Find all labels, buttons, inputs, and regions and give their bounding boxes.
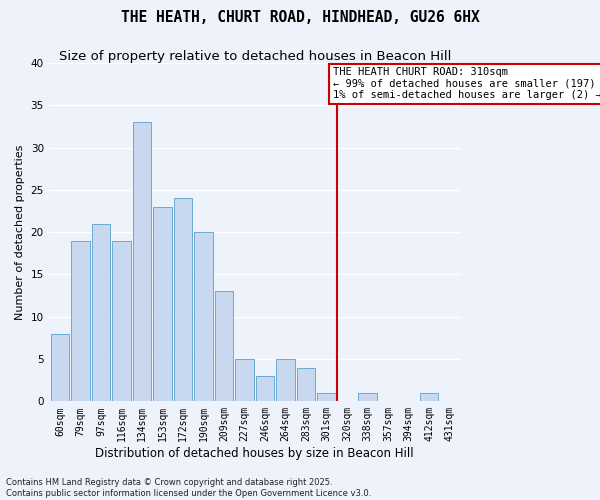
- Bar: [297, 368, 315, 402]
- Bar: [71, 240, 89, 402]
- Bar: [215, 292, 233, 402]
- Bar: [420, 393, 438, 402]
- Y-axis label: Number of detached properties: Number of detached properties: [15, 144, 25, 320]
- Bar: [256, 376, 274, 402]
- Bar: [92, 224, 110, 402]
- Bar: [133, 122, 151, 402]
- Bar: [235, 359, 254, 402]
- Text: THE HEATH, CHURT ROAD, HINDHEAD, GU26 6HX: THE HEATH, CHURT ROAD, HINDHEAD, GU26 6H…: [121, 10, 479, 25]
- Bar: [317, 393, 336, 402]
- Text: Contains HM Land Registry data © Crown copyright and database right 2025.
Contai: Contains HM Land Registry data © Crown c…: [6, 478, 371, 498]
- Bar: [276, 359, 295, 402]
- Bar: [194, 232, 213, 402]
- Bar: [174, 198, 192, 402]
- X-axis label: Distribution of detached houses by size in Beacon Hill: Distribution of detached houses by size …: [95, 447, 414, 460]
- Bar: [51, 334, 69, 402]
- Bar: [358, 393, 377, 402]
- Title: Size of property relative to detached houses in Beacon Hill: Size of property relative to detached ho…: [59, 50, 451, 63]
- Bar: [153, 207, 172, 402]
- Text: THE HEATH CHURT ROAD: 310sqm
← 99% of detached houses are smaller (197)
1% of se: THE HEATH CHURT ROAD: 310sqm ← 99% of de…: [332, 67, 600, 100]
- Bar: [112, 240, 131, 402]
